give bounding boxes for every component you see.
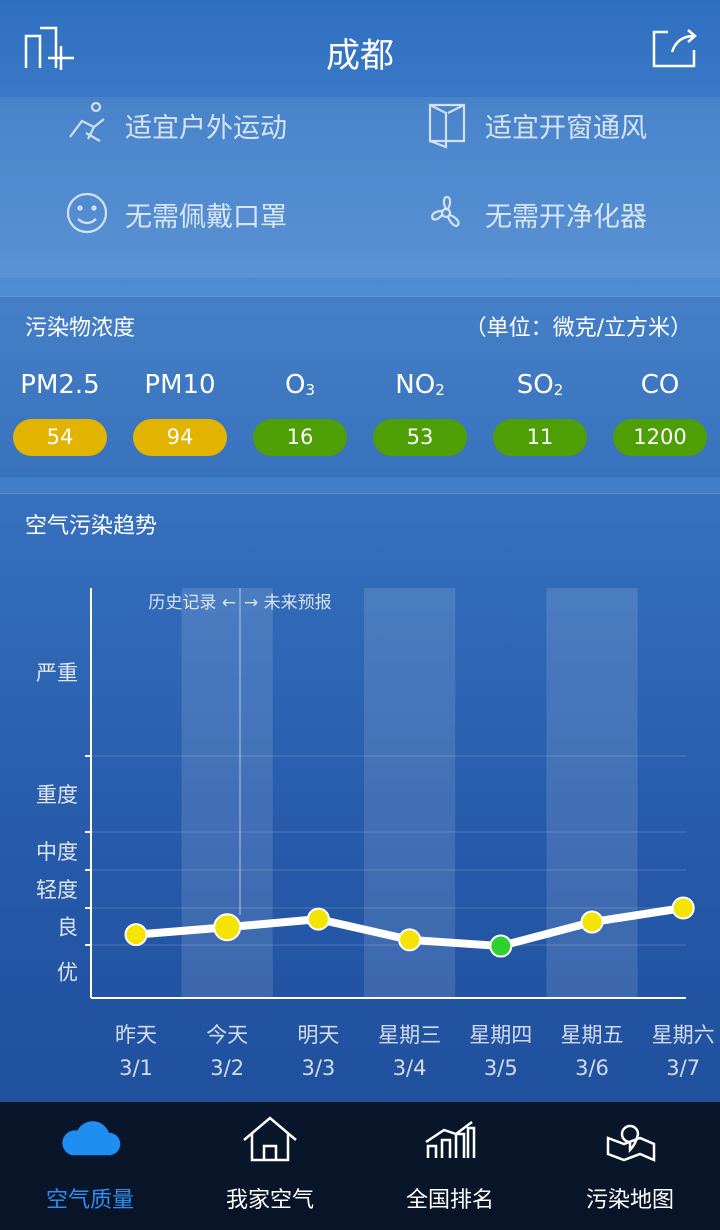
pollutant-name: CO xyxy=(600,370,720,400)
date-label: 3/2 xyxy=(210,1056,244,1080)
pollutant-symbol: NO xyxy=(395,370,436,400)
advice-text: 无需开净化器 xyxy=(485,202,647,233)
annotation: → 未来预报 xyxy=(244,593,332,613)
advice-text: 无需佩戴口罩 xyxy=(125,202,287,233)
nav-tab[interactable]: 空气质量 xyxy=(45,1188,134,1213)
date-label: 3/1 xyxy=(119,1056,153,1080)
pollutant-symbol: PM10 xyxy=(144,370,216,400)
pollutant-value: 16 xyxy=(253,419,347,456)
share-button[interactable] xyxy=(652,29,697,68)
pollutant-value: 53 xyxy=(373,419,467,456)
pollutant-name: PM2.5 xyxy=(0,370,120,400)
level-label: 中度 xyxy=(36,840,78,864)
trend-point xyxy=(124,923,148,947)
pollutant-subscript: 3 xyxy=(305,381,315,399)
day-label: 星期三 xyxy=(378,1023,441,1047)
pollutant-symbol: CO xyxy=(640,370,680,400)
date-label: 3/5 xyxy=(484,1056,518,1080)
day-label: 今天 xyxy=(206,1023,248,1047)
trend-point xyxy=(213,913,242,942)
pollutant-panel xyxy=(0,296,720,477)
day-label: 星期四 xyxy=(469,1023,532,1047)
trend-point xyxy=(580,910,604,934)
day-label: 星期六 xyxy=(652,1023,715,1047)
pollutant-name: PM10 xyxy=(120,370,240,400)
unit-label: （单位：微克/立方米） xyxy=(464,316,692,341)
bottom-nav: 空气质量 我家空气 全国排名 污染地图 xyxy=(0,1102,720,1230)
level-label: 严重 xyxy=(36,661,78,685)
trend-point xyxy=(489,934,513,958)
nav-icons xyxy=(62,1116,656,1162)
advice-icons xyxy=(66,101,466,234)
level-label: 优 xyxy=(57,961,78,985)
day-label: 星期五 xyxy=(561,1023,624,1047)
day-label: 明天 xyxy=(297,1023,339,1047)
date-label: 3/3 xyxy=(302,1056,336,1080)
nav-tab[interactable]: 我家空气 xyxy=(225,1188,314,1213)
level-label: 良 xyxy=(57,916,78,940)
pollutant-name: O3 xyxy=(240,370,360,400)
level-label: 轻度 xyxy=(36,878,78,902)
annotation: 历史记录 ← xyxy=(148,593,236,613)
pollutant-symbol: SO xyxy=(516,370,554,400)
pollutant-symbol: O xyxy=(284,370,306,400)
date-label: 3/4 xyxy=(393,1056,427,1080)
pollutant-value: 1200 xyxy=(613,419,707,456)
column-band xyxy=(546,588,638,998)
day-label: 昨天 xyxy=(115,1023,157,1047)
section-title: 污染物浓度 xyxy=(25,316,136,341)
trend-point xyxy=(671,896,695,920)
add-city-button[interactable] xyxy=(24,26,74,70)
nav-tab[interactable]: 污染地图 xyxy=(585,1188,674,1213)
trend-point xyxy=(306,907,330,931)
nav-tab[interactable]: 全国排名 xyxy=(405,1188,494,1213)
pollutant-subscript: 2 xyxy=(553,381,564,399)
pollutant-value: 94 xyxy=(133,419,227,456)
pollutant-value: 54 xyxy=(13,419,107,456)
pollutant-value: 11 xyxy=(493,419,587,456)
advice-text: 适宜户外运动 xyxy=(125,113,287,144)
date-label: 3/6 xyxy=(575,1056,609,1080)
section-title: 空气污染趋势 xyxy=(25,514,158,539)
level-label: 重度 xyxy=(36,783,78,807)
header-icons xyxy=(24,26,697,70)
city-title: 成都 xyxy=(326,36,394,76)
advice-text: 适宜开窗通风 xyxy=(485,113,647,144)
trend-point xyxy=(398,928,422,952)
pollutant-subscript: 2 xyxy=(435,381,445,399)
trend-panel xyxy=(0,493,720,1103)
advice-panel: 适宜户外运动 适宜开窗通风 无需佩戴口罩 无需开净化器 xyxy=(0,97,720,278)
pollutant-name: SO2 xyxy=(480,370,600,400)
pollutant-name: NO2 xyxy=(360,370,480,400)
pollutant-symbol: PM2.5 xyxy=(20,370,100,400)
date-label: 3/7 xyxy=(666,1056,700,1080)
